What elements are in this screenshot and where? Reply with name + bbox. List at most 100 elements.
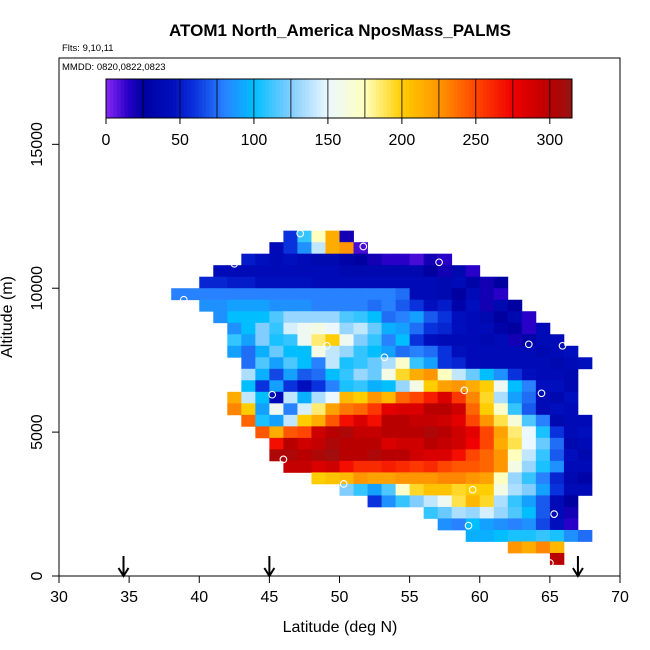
heatmap-cell [535, 460, 551, 473]
heatmap-cell [437, 253, 453, 266]
track-point [179, 295, 188, 304]
heatmap-cell [423, 322, 439, 335]
heatmap-cell [353, 345, 368, 358]
colorbar-segment [331, 79, 336, 118]
heatmap-cell [311, 426, 326, 439]
heatmap-cell [241, 357, 256, 370]
heatmap-cell [423, 253, 439, 266]
heatmap-cell [563, 403, 579, 416]
heatmap-cell [381, 380, 396, 393]
heatmap-cell [437, 483, 453, 496]
heatmap-cell [493, 288, 509, 301]
heatmap-cell [409, 299, 425, 312]
heatmap-cell [465, 368, 481, 381]
heatmap-cell [465, 414, 481, 427]
colorbar-segment [187, 79, 192, 118]
heatmap-cell [437, 506, 453, 519]
heatmap-cell [325, 437, 340, 450]
heatmap-cell [479, 276, 495, 289]
heatmap-cell [577, 414, 593, 427]
heatmap-cell [381, 460, 396, 473]
heatmap-cell [367, 449, 382, 462]
heatmap-cell [507, 380, 523, 393]
heatmap-cell [241, 334, 256, 347]
heatmap-cell [255, 368, 270, 381]
heatmap-cell [367, 414, 382, 427]
colorbar-segment [124, 79, 129, 118]
heatmap-cell [563, 426, 579, 439]
heatmap-cell [213, 288, 228, 301]
colorbar [105, 78, 573, 119]
heatmap-cell [395, 483, 411, 496]
heatmap-cell [535, 529, 551, 542]
heatmap-cell [353, 437, 368, 450]
heatmap-cell [255, 299, 270, 312]
heatmap-cell [311, 288, 326, 301]
colorbar-segment [342, 79, 347, 118]
heatmap-cell [563, 357, 579, 370]
heatmap-cell [409, 449, 425, 462]
heatmap-cell [213, 299, 228, 312]
colorbar-segment [542, 79, 547, 118]
heatmap-cell [479, 529, 495, 542]
heatmap-cell [311, 403, 326, 416]
heatmap-cell [353, 391, 368, 404]
track-point [550, 510, 558, 518]
heatmap-cell [451, 299, 467, 312]
heatmap-cell [507, 472, 523, 485]
heatmap-cell [465, 299, 481, 312]
heatmap-cell [493, 311, 509, 324]
heatmap-cell [283, 460, 298, 473]
heatmap-cell [535, 541, 551, 554]
heatmap-cell [353, 299, 368, 312]
heatmap-cell [339, 368, 354, 381]
heatmap-cell [423, 265, 439, 278]
heatmap-cell [451, 414, 467, 427]
heatmap-cell [395, 276, 411, 289]
heatmap-cell [395, 449, 411, 462]
colorbar-segment [568, 79, 573, 118]
heatmap-cell [423, 506, 439, 519]
colorbar-segment [353, 79, 358, 118]
colorbar-segment [527, 79, 532, 118]
heatmap-cell [465, 403, 481, 416]
heatmap-cell [227, 334, 242, 347]
heatmap-cell [255, 357, 270, 370]
heatmap-cell [297, 368, 312, 381]
heatmap-cell [241, 311, 256, 324]
heatmap-cell [437, 495, 453, 508]
heatmap-cell [577, 529, 593, 542]
heatmap-cell [213, 311, 228, 324]
heatmap-cell [353, 380, 368, 393]
heatmap-cell [493, 380, 509, 393]
heatmap-cell [521, 414, 537, 427]
heatmap-cell [507, 529, 523, 542]
heatmap-cell [563, 345, 579, 358]
colorbar-segment [276, 79, 281, 118]
heatmap-cell [269, 403, 284, 416]
heatmap-cell [409, 437, 425, 450]
heatmap-cell [423, 276, 439, 289]
x-tick-label: 60 [471, 589, 489, 606]
heatmap-cell [311, 472, 326, 485]
heatmap-cell [297, 414, 312, 427]
heatmap-cell [339, 311, 354, 324]
colorbar-segment [283, 79, 288, 118]
heatmap-cell [577, 449, 593, 462]
heatmap-cell [507, 403, 523, 416]
heatmap-cell [381, 357, 396, 370]
heatmap-cell [367, 253, 382, 266]
heatmap-cell [437, 437, 453, 450]
colorbar-segment [538, 79, 543, 118]
heatmap-cell [353, 288, 368, 301]
colorbar-tick-label: 250 [462, 132, 489, 149]
heatmap-cell [283, 299, 298, 312]
heatmap-cell [577, 437, 593, 450]
heatmap-cell [507, 414, 523, 427]
heatmap-cell [353, 403, 368, 416]
heatmap-cell [325, 472, 340, 485]
track-point [537, 389, 546, 398]
heatmap-cell [297, 299, 312, 312]
colorbar-segment [457, 79, 462, 118]
heatmap-cell [577, 460, 593, 473]
